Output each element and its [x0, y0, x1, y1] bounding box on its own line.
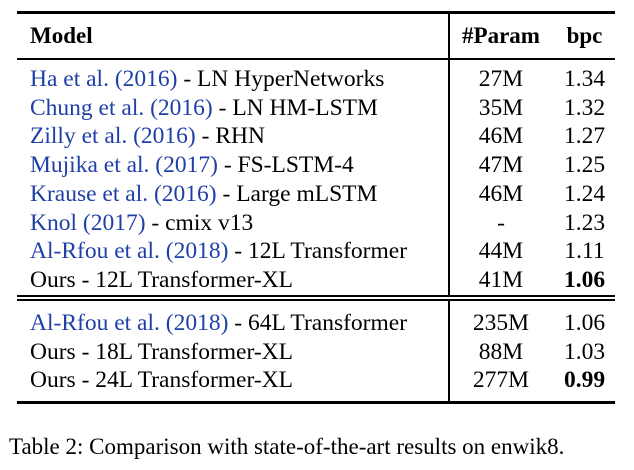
table-row-param: 41M: [478, 266, 524, 293]
model-name: - LN HM-LSTM: [212, 94, 378, 121]
table-row-bpc: 1.11: [564, 238, 605, 265]
header-bpc: bpc: [566, 23, 603, 48]
model-name: - cmix v13: [145, 209, 254, 236]
table-row-model: Krause et al. (2016) - Large mLSTM: [30, 180, 377, 208]
group1-column-divider: [448, 59, 450, 296]
table-row-bpc: 1.25: [563, 152, 606, 179]
table-row-param: 46M: [478, 123, 524, 150]
table-row-bpc: 1.32: [563, 94, 606, 121]
model-name: - 12L Transformer: [228, 238, 408, 265]
table-top-rule: [17, 11, 615, 14]
header-rule: [17, 58, 615, 60]
header-param: #Param: [462, 23, 540, 48]
group2-column-divider: [448, 300, 450, 401]
table-row-param: 235M: [472, 310, 530, 336]
table-row-bpc: 1.03: [563, 338, 606, 365]
citation-link[interactable]: Krause et al. (2016): [30, 180, 217, 207]
table-row-model: Ours - 24L Transformer-XL: [30, 366, 293, 394]
table-bottom-rule: [17, 401, 615, 404]
citation-link[interactable]: Al-Rfou et al. (2018): [30, 238, 229, 265]
table-row-param: 88M: [478, 338, 524, 365]
table-row-bpc: 1.34: [563, 66, 606, 92]
table-row-param: 27M: [478, 66, 524, 92]
group-separator-rule-2: [17, 299, 615, 301]
table-row-model: Al-Rfou et al. (2018) - 12L Transformer: [30, 237, 407, 265]
caption-label: Table 2:: [9, 434, 84, 459]
model-name: - RHN: [195, 123, 265, 150]
table-row-model: Ha et al. (2016) - LN HyperNetworks: [30, 65, 384, 93]
citation-link[interactable]: Knol (2017): [30, 209, 146, 236]
model-name: Ours - 24L Transformer-XL: [30, 367, 293, 394]
header-column-divider: [448, 14, 450, 58]
caption-text: Comparison with state-of-the-art results…: [83, 434, 565, 459]
table-row-model: Knol (2017) - cmix v13: [30, 209, 253, 237]
citation-link[interactable]: Mujika et al. (2017): [30, 152, 218, 179]
table-row-model: Ours - 12L Transformer-XL: [30, 266, 293, 294]
citation-link[interactable]: Ha et al. (2016): [30, 66, 178, 92]
table-row-bpc: 1.06: [563, 266, 606, 293]
table-row-param: -: [497, 209, 505, 236]
group-separator-rule-1: [17, 295, 615, 297]
model-name: Ours - 12L Transformer-XL: [30, 266, 293, 293]
citation-link[interactable]: Chung et al. (2016): [30, 94, 213, 121]
table-caption: Table 2: Comparison with state-of-the-ar…: [9, 433, 564, 461]
model-name: - 64L Transformer: [228, 310, 408, 336]
table-row-param: 44M: [478, 238, 524, 265]
table-row-model: Ours - 18L Transformer-XL: [30, 338, 293, 366]
table-row-param: 47M: [478, 152, 524, 179]
header-model: Model: [30, 23, 93, 48]
table-row-model: Al-Rfou et al. (2018) - 64L Transformer: [30, 309, 407, 337]
table-row-bpc: 1.06: [563, 310, 606, 336]
table-row-param: 35M: [478, 94, 524, 121]
table-row-param: 277M: [472, 367, 530, 394]
table-row-bpc: 0.99: [563, 367, 606, 394]
citation-link[interactable]: Al-Rfou et al. (2018): [30, 310, 229, 336]
table-row-param: 46M: [478, 180, 524, 207]
table-row-model: Chung et al. (2016) - LN HM-LSTM: [30, 94, 378, 122]
model-name: - Large mLSTM: [216, 180, 378, 207]
table-row-bpc: 1.24: [563, 180, 606, 207]
model-name: Ours - 18L Transformer-XL: [30, 338, 293, 365]
table-row-bpc: 1.23: [563, 209, 606, 236]
citation-link[interactable]: Zilly et al. (2016): [30, 123, 196, 150]
model-name: - LN HyperNetworks: [177, 66, 385, 92]
model-name: - FS-LSTM-4: [217, 152, 354, 179]
table-row-bpc: 1.27: [563, 123, 606, 150]
table-row-model: Mujika et al. (2017) - FS-LSTM-4: [30, 151, 354, 179]
table-row-model: Zilly et al. (2016) - RHN: [30, 122, 265, 150]
